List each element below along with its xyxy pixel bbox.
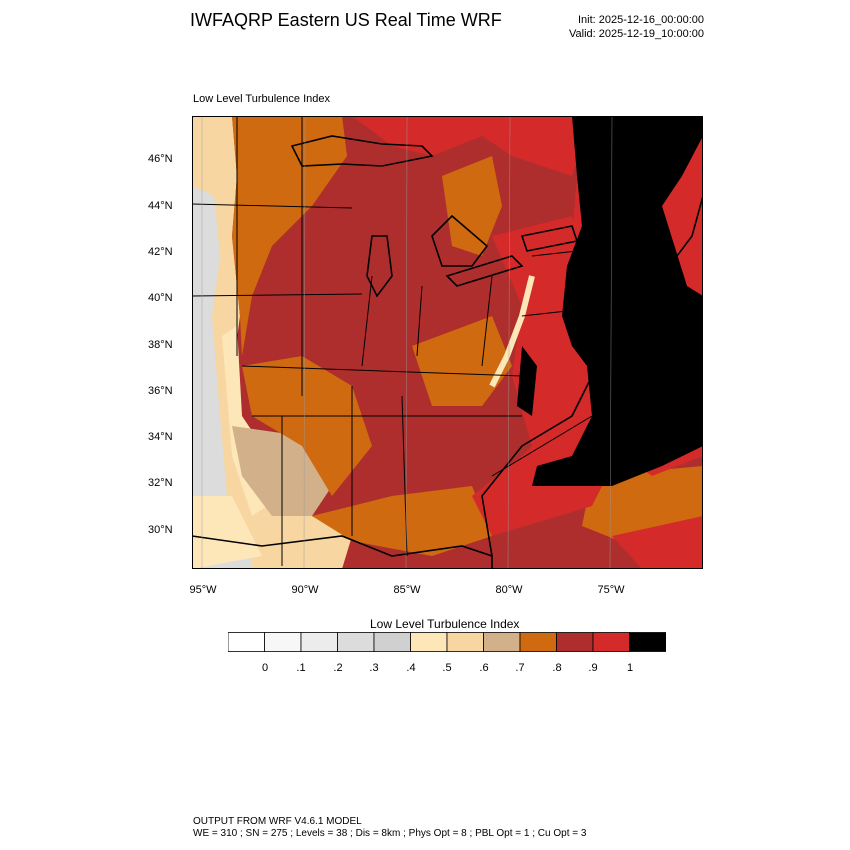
colorbar-swatch — [556, 632, 594, 652]
colorbar-tick: 1 — [626, 662, 634, 674]
lat-label-44: 44°N — [148, 200, 173, 212]
central-orange-region — [242, 356, 372, 496]
lake-michigan-outline — [366, 235, 393, 298]
north-red-region — [352, 116, 592, 176]
colorbar-swatch — [483, 632, 521, 652]
lake-ontario-outline — [520, 225, 579, 252]
northwest-orange-region — [232, 116, 347, 356]
run-times: Init: 2025-12-16_00:00:00 Valid: 2025-12… — [569, 13, 704, 41]
lon-label-95: 95°W — [189, 584, 217, 596]
page-title: IWFAQRP Eastern US Real Time WRF — [190, 10, 502, 30]
colorbar-tick: .6 — [479, 662, 489, 674]
colorbar-tick: .5 — [442, 662, 452, 674]
texas-pale-region — [192, 496, 262, 569]
valid-time: Valid: 2025-12-19_10:00:00 — [569, 28, 704, 40]
colorbar-swatch — [519, 632, 557, 652]
colorbar-tick: .9 — [588, 662, 598, 674]
colorbar-swatch — [410, 632, 448, 652]
footer-line-1: OUTPUT FROM WRF V4.6.1 MODEL — [193, 816, 362, 827]
graticule — [201, 116, 613, 569]
lake-erie-outline — [445, 255, 524, 287]
colorbar-swatch — [264, 632, 302, 652]
colorbar-tick: .1 — [296, 662, 306, 674]
map-frame — [192, 116, 703, 569]
coastlines — [192, 135, 703, 569]
model-footer: OUTPUT FROM WRF V4.6.1 MODEL WE = 310 ; … — [193, 816, 586, 840]
lake-superior-outline — [290, 135, 434, 167]
lake-huron-outline — [431, 214, 489, 267]
lat-label-46: 46°N — [148, 153, 173, 165]
colorbar-swatch — [592, 632, 630, 652]
colorbar-tick: .2 — [333, 662, 343, 674]
plot-subtitle: Low Level Turbulence Index — [193, 93, 330, 105]
atlantic-coast-outline — [481, 195, 703, 557]
turbulence-map — [192, 116, 703, 569]
colorbar-tick: .4 — [406, 662, 416, 674]
lon-label-80: 80°W — [495, 584, 523, 596]
colorbar-tick: .7 — [515, 662, 525, 674]
west-gray-region — [192, 186, 252, 569]
lat-label-40: 40°N — [148, 292, 173, 304]
colorbar-swatch — [300, 632, 338, 652]
lat-label-36: 36°N — [148, 385, 173, 397]
colorbar-swatch — [337, 632, 375, 652]
colorbar-swatch — [373, 632, 411, 652]
gulf-orange-region — [312, 486, 492, 556]
lat-label-30: 30°N — [148, 524, 173, 536]
footer-line-2: WE = 310 ; SN = 275 ; Levels = 38 ; Dis … — [193, 828, 587, 839]
lat-label-42: 42°N — [148, 246, 173, 258]
michigan-orange-region — [442, 156, 502, 256]
black-max-region — [532, 116, 703, 486]
lon-label-85: 85°W — [393, 584, 421, 596]
colorbar-tick: .8 — [552, 662, 562, 674]
inland-black-patch — [517, 346, 537, 416]
colorbar-swatch — [446, 632, 484, 652]
colorbar — [228, 632, 666, 652]
init-time: Init: 2025-12-16_00:00:00 — [578, 14, 704, 26]
kentucky-orange-region — [412, 316, 512, 406]
lon-label-90: 90°W — [291, 584, 319, 596]
lat-label-32: 32°N — [148, 477, 173, 489]
colorbar-swatch — [228, 632, 265, 652]
colorbar-tick: .3 — [369, 662, 379, 674]
southeast-red-region — [612, 516, 703, 569]
colorbar-title: Low Level Turbulence Index — [370, 617, 520, 631]
lat-label-38: 38°N — [148, 339, 173, 351]
lon-label-75: 75°W — [597, 584, 625, 596]
lat-label-34: 34°N — [148, 431, 173, 443]
colorbar-tick: 0 — [261, 662, 269, 674]
colorbar-swatch — [629, 632, 666, 652]
ridge-line — [489, 275, 535, 388]
